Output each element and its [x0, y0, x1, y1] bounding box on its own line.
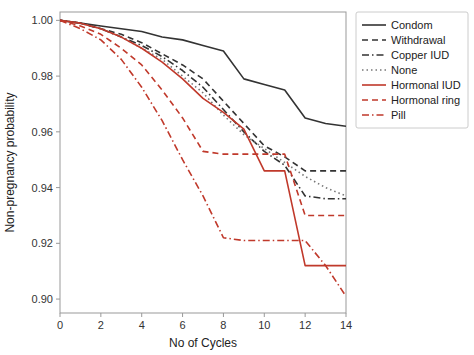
- x-tick-label: 8: [220, 319, 226, 331]
- x-tick: [100, 313, 101, 317]
- y-tick-label: 0.90: [32, 293, 53, 305]
- legend-label: Hormonal ring: [391, 94, 460, 106]
- y-tick: [56, 76, 60, 77]
- x-tick-label: 4: [139, 319, 145, 331]
- legend-label: Withdrawal: [391, 34, 445, 46]
- y-tick: [56, 299, 60, 300]
- series-line: [60, 20, 346, 171]
- x-tick-label: 12: [299, 319, 311, 331]
- y-tick: [56, 131, 60, 132]
- series-group: [60, 20, 346, 296]
- legend-label: Copper IUD: [391, 49, 449, 61]
- legend: Condom Withdrawal Copper IUD None Hormonal I…: [356, 12, 468, 128]
- series-line: [60, 20, 346, 196]
- legend-swatch: [362, 39, 386, 41]
- y-tick-label: 0.96: [32, 126, 53, 138]
- legend-label: Hormonal IUD: [391, 79, 461, 91]
- legend-swatch: [362, 84, 386, 86]
- x-tick-label: 10: [258, 319, 270, 331]
- legend-swatch: [362, 99, 386, 101]
- legend-label: None: [391, 64, 417, 76]
- x-tick-label: 6: [180, 319, 186, 331]
- x-tick: [60, 313, 61, 317]
- x-tick-label: 14: [340, 319, 352, 331]
- series-line: [60, 20, 346, 296]
- x-axis-label: No of Cycles: [169, 336, 237, 350]
- legend-label: Pill: [391, 109, 406, 121]
- legend-swatch: [362, 54, 386, 56]
- x-tick: [264, 313, 265, 317]
- y-tick: [56, 20, 60, 21]
- y-tick: [56, 243, 60, 244]
- chart: 0.90 0.92 0.94 0.96 0.98 1.00 0 2 4 6 8 10 12 14 No of…: [0, 0, 474, 355]
- series-line: [60, 20, 346, 198]
- legend-swatch: [362, 69, 386, 71]
- series-line: [60, 20, 346, 126]
- x-tick: [346, 313, 347, 317]
- y-tick-label: 1.00: [32, 14, 53, 26]
- legend-swatch: [362, 114, 386, 116]
- legend-label: Condom: [391, 19, 433, 31]
- y-axis-label: Non-pregnancy probability: [3, 92, 17, 232]
- x-tick-label: 2: [98, 319, 104, 331]
- x-tick: [182, 313, 183, 317]
- y-tick-label: 0.98: [32, 70, 53, 82]
- y-tick-label: 0.94: [32, 182, 53, 194]
- x-tick: [223, 313, 224, 317]
- legend-swatch: [362, 24, 386, 26]
- x-tick: [305, 313, 306, 317]
- x-tick-label: 0: [57, 319, 63, 331]
- plot-frame: [60, 12, 346, 313]
- y-tick-label: 0.92: [32, 237, 53, 249]
- series-line: [60, 20, 346, 215]
- x-tick: [141, 313, 142, 317]
- series-line: [60, 20, 346, 265]
- legend-box: [356, 12, 468, 128]
- y-tick: [56, 187, 60, 188]
